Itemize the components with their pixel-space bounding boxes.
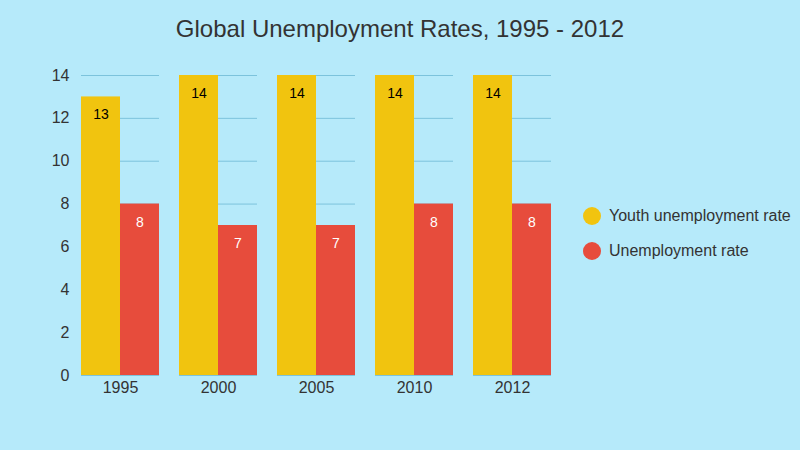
svg-text:14: 14	[485, 85, 501, 101]
svg-text:10: 10	[52, 152, 70, 169]
svg-text:2012: 2012	[495, 379, 531, 396]
svg-text:2010: 2010	[397, 379, 433, 396]
svg-text:14: 14	[191, 85, 207, 101]
svg-text:0: 0	[61, 367, 70, 384]
svg-text:14: 14	[387, 85, 403, 101]
html-text:Unemployment rate: Unemployment rate	[609, 241, 749, 259]
svg-text:8: 8	[528, 214, 536, 230]
svg-text:14: 14	[52, 67, 70, 84]
svg-text:12: 12	[52, 109, 70, 126]
svg-text:6: 6	[61, 238, 70, 255]
svg-text:1995: 1995	[103, 379, 139, 396]
html-text:Global Unemployment Rates, 199: Global Unemployment Rates, 1995 - 2012	[175, 15, 625, 42]
svg-text:8: 8	[136, 214, 144, 230]
svg-text:8: 8	[430, 214, 438, 230]
svg-text:2: 2	[61, 324, 70, 341]
svg-text:14: 14	[289, 85, 305, 101]
svg-text:13: 13	[93, 106, 109, 122]
svg-text:2005: 2005	[299, 379, 335, 396]
svg-text:7: 7	[234, 235, 242, 251]
svg-text:4: 4	[61, 281, 70, 298]
html-text:Youth unemployment rate: Youth unemployment rate	[609, 206, 791, 224]
svg-text:8: 8	[61, 195, 70, 212]
svg-text:7: 7	[332, 235, 340, 251]
svg-text:2000: 2000	[201, 379, 237, 396]
